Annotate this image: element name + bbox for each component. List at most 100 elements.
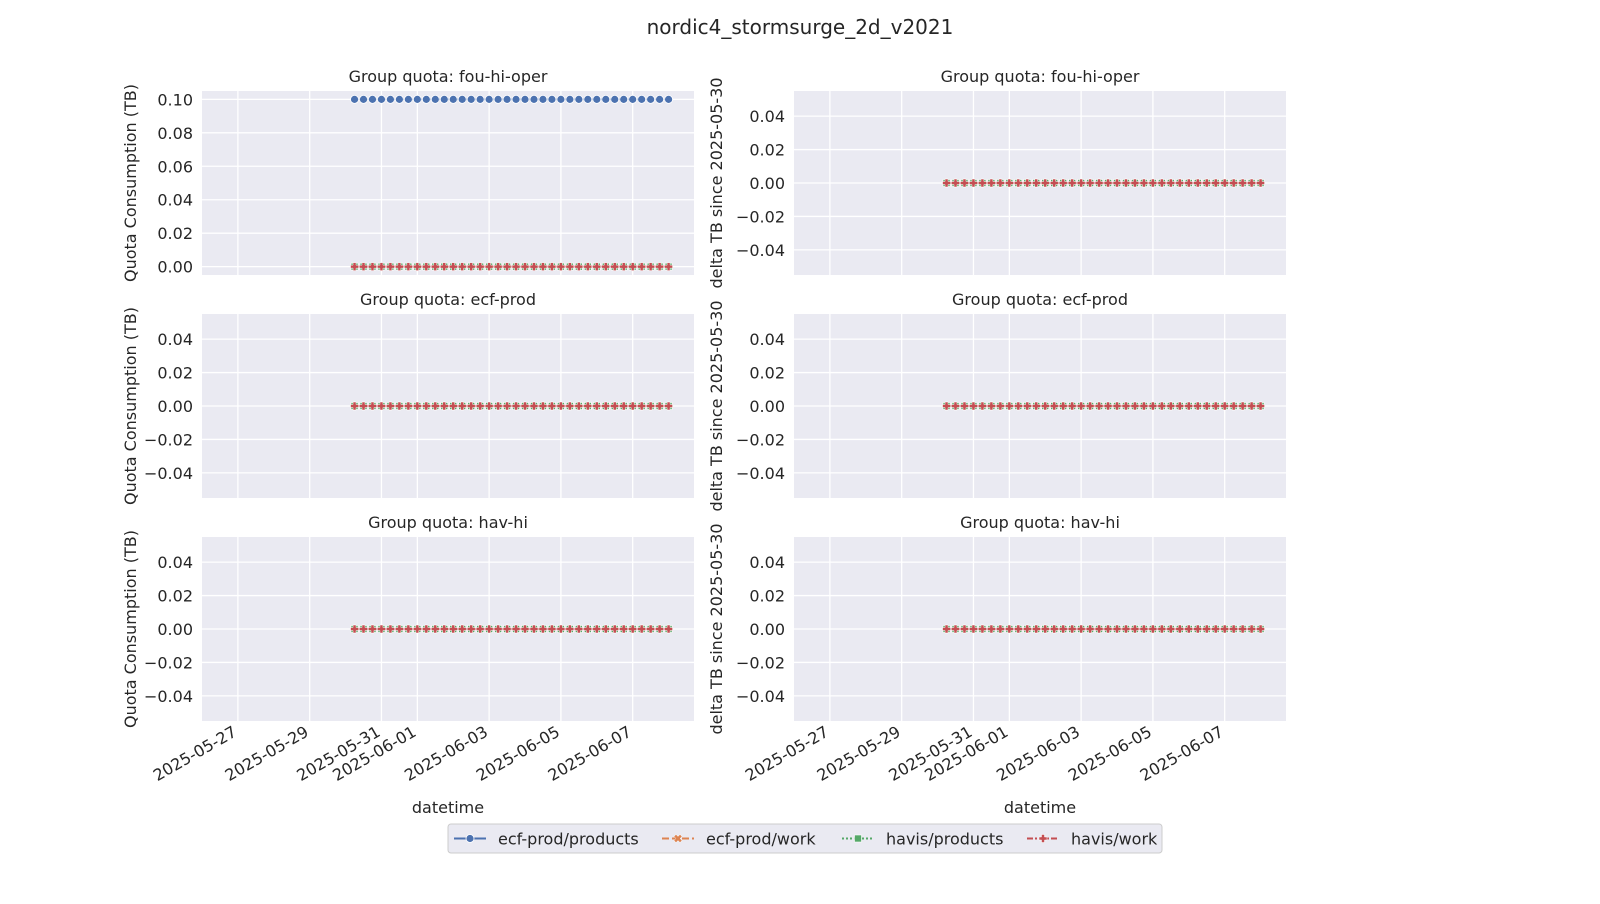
data-point (412, 94, 422, 104)
legend-marker (465, 834, 475, 843)
data-point (359, 94, 368, 104)
data-point (601, 262, 611, 271)
subplot-title: Group quota: fou-hi-oper (349, 67, 548, 86)
data-point (1166, 624, 1176, 634)
data-point (457, 262, 467, 271)
y-tick-label: 0.02 (749, 141, 785, 160)
data-point (574, 401, 584, 411)
legend-label: ecf-prod/products (498, 830, 639, 849)
data-point (457, 94, 467, 104)
y-tick-label: 0.00 (157, 620, 193, 639)
legend-entry: havis/work (1027, 830, 1158, 849)
data-point (1166, 178, 1176, 188)
data-point (1032, 178, 1041, 188)
subplot-4: −0.04 −0.02 0.00 0.02 0.04 Group quota: ecf-p… (707, 290, 1286, 512)
y-axis-label: Quota Consumption (TB) (121, 84, 140, 282)
data-point (422, 624, 431, 634)
data-point (1238, 401, 1247, 411)
data-point (1121, 624, 1131, 634)
data-point (655, 94, 665, 104)
data-point (951, 401, 960, 411)
y-tick-label: 0.02 (749, 364, 785, 383)
data-point (1040, 401, 1050, 411)
data-point (430, 94, 440, 104)
data-point (448, 624, 458, 634)
y-tick-label: 0.00 (749, 397, 785, 416)
legend-entry: ecf-prod/products (454, 830, 639, 849)
y-tick-label: 0.04 (749, 553, 785, 572)
data-point (646, 624, 655, 634)
data-point (511, 94, 521, 104)
data-point (529, 94, 539, 104)
data-point (942, 178, 951, 188)
data-point (565, 262, 575, 271)
data-point (431, 624, 440, 634)
legend-entry: ecf-prod/work (662, 830, 816, 849)
legend-marker (854, 834, 862, 843)
data-point (1058, 624, 1068, 634)
data-point (1076, 178, 1086, 188)
data-point (422, 262, 431, 271)
data-point (628, 94, 638, 104)
data-point (511, 262, 521, 271)
subplot-title: Group quota: ecf-prod (360, 290, 536, 309)
data-point (1256, 624, 1265, 634)
subplots: 0.00 0.02 0.04 0.06 0.08 0.10 Group quota: fou… (121, 67, 1286, 817)
data-point (601, 624, 611, 634)
data-point (655, 262, 664, 271)
data-point (457, 624, 467, 634)
data-point (1049, 624, 1059, 634)
data-point (538, 401, 548, 411)
data-point (619, 624, 628, 634)
data-point (1193, 401, 1203, 411)
data-point (1247, 401, 1256, 411)
data-point (646, 94, 656, 104)
data-point (368, 262, 377, 271)
series-havis-work (350, 624, 673, 634)
series-havis-work (942, 624, 1265, 634)
data-point (413, 262, 422, 271)
data-point (987, 624, 996, 634)
data-point (637, 401, 646, 411)
data-point (987, 178, 996, 188)
legend-marker (1038, 834, 1048, 843)
data-point (1220, 624, 1229, 634)
data-point (1130, 624, 1140, 634)
data-point (1023, 624, 1032, 634)
data-point (484, 624, 494, 634)
subplot-1: 0.00 0.02 0.04 0.06 0.08 0.10 Group quota: fou… (121, 67, 694, 282)
data-point (1157, 401, 1167, 411)
y-tick-label: 0.02 (157, 364, 193, 383)
y-tick-label: −0.04 (736, 464, 785, 483)
subplot-5: −0.04 −0.02 0.00 0.02 0.04 Group quota: hav-h… (121, 513, 694, 817)
data-point (439, 94, 449, 104)
y-tick-label: −0.04 (144, 687, 193, 706)
y-tick-label: 0.02 (157, 587, 193, 606)
data-point (1085, 178, 1095, 188)
data-point (359, 624, 368, 634)
legend-label: ecf-prod/work (706, 830, 816, 849)
data-point (493, 624, 503, 634)
y-tick-label: 0.02 (157, 224, 193, 243)
legend-box (447, 823, 1163, 854)
subplot-title: Group quota: ecf-prod (952, 290, 1128, 309)
data-point (1139, 178, 1149, 188)
data-point (1184, 624, 1194, 634)
data-point (583, 262, 593, 271)
data-point (978, 624, 987, 634)
data-point (538, 262, 548, 271)
data-point (1139, 624, 1149, 634)
data-point (960, 401, 969, 411)
data-point (996, 401, 1005, 411)
data-point (996, 624, 1005, 634)
data-point (484, 401, 494, 411)
data-point (1094, 178, 1104, 188)
data-point (1157, 178, 1167, 188)
data-point (404, 624, 413, 634)
legend-entry: havis/products (842, 830, 1003, 849)
data-point (511, 624, 521, 634)
data-point (978, 401, 987, 411)
data-point (1202, 401, 1211, 411)
data-point (619, 94, 629, 104)
